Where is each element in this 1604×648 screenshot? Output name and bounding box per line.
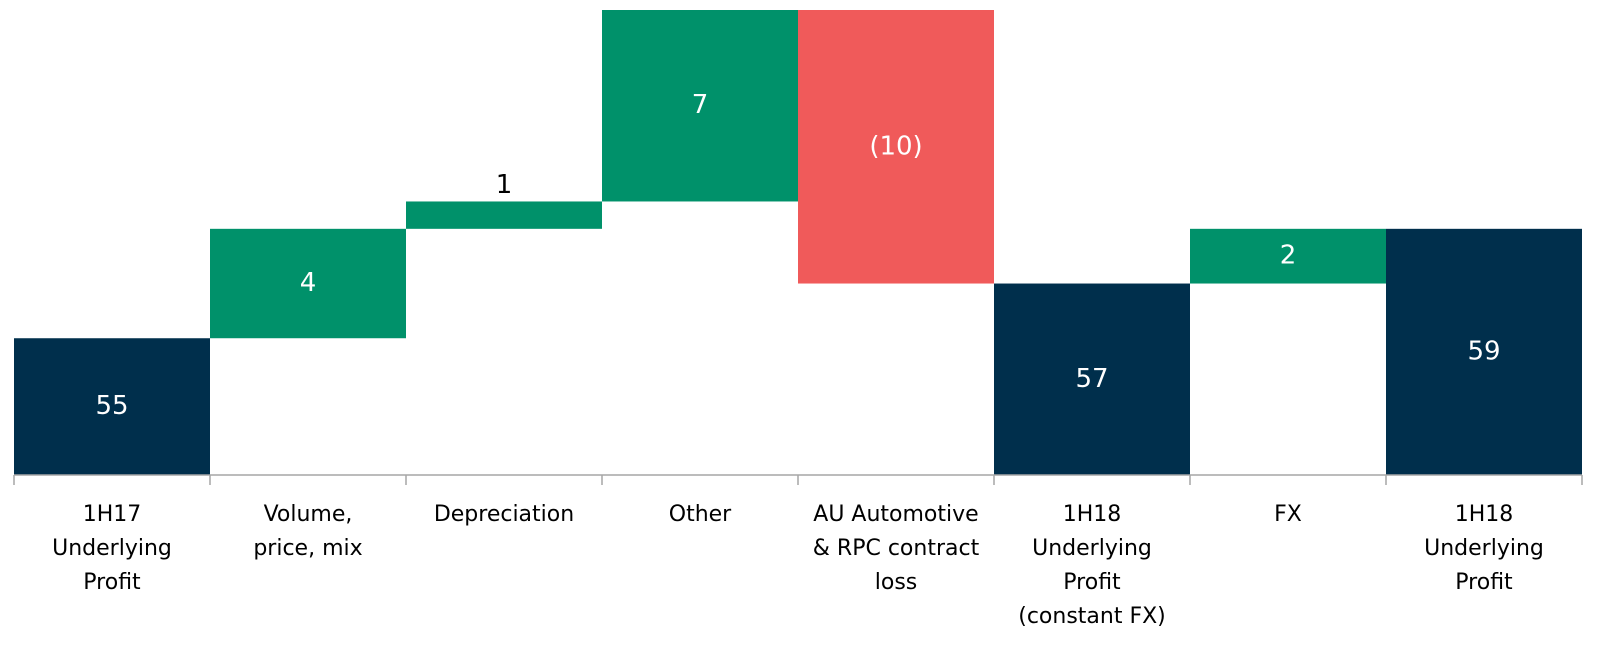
value-label: 7 — [692, 90, 709, 120]
bar — [1386, 228, 1582, 475]
x-tick-label: loss — [875, 570, 918, 595]
x-tick-label: Profit — [1063, 570, 1121, 595]
value-label: (10) — [869, 131, 922, 161]
x-tick-label: Other — [669, 502, 732, 527]
x-tick-label: Depreciation — [434, 502, 574, 527]
x-tick-label: Profit — [83, 570, 141, 595]
x-tick-label: 1H18 — [1455, 502, 1514, 527]
x-tick-label: & RPC contract — [813, 536, 980, 561]
value-label: 2 — [1280, 241, 1297, 271]
x-tick-label: AU Automotive — [813, 502, 978, 527]
x-tick-label: FX — [1274, 502, 1302, 527]
bar — [1190, 228, 1386, 284]
x-tick-label: price, mix — [253, 536, 362, 561]
x-tick-label: Underlying — [1424, 536, 1544, 561]
x-tick-label: Profit — [1455, 570, 1513, 595]
bar — [210, 228, 406, 339]
value-label: 1 — [496, 170, 513, 200]
x-tick-label: Underlying — [52, 536, 172, 561]
bar — [14, 338, 210, 475]
value-label: 4 — [300, 268, 317, 298]
value-label: 59 — [1467, 336, 1500, 366]
x-tick-label: (constant FX) — [1018, 604, 1166, 629]
value-label: 55 — [95, 391, 128, 421]
bar — [798, 10, 994, 284]
x-tick-label: Underlying — [1032, 536, 1152, 561]
x-tick-label: Volume, — [264, 502, 353, 527]
x-tick-label: 1H18 — [1063, 502, 1122, 527]
value-label: 57 — [1075, 364, 1108, 394]
x-tick-label: 1H17 — [83, 502, 142, 527]
bar — [406, 201, 602, 229]
bar — [994, 283, 1190, 475]
bar — [602, 10, 798, 202]
